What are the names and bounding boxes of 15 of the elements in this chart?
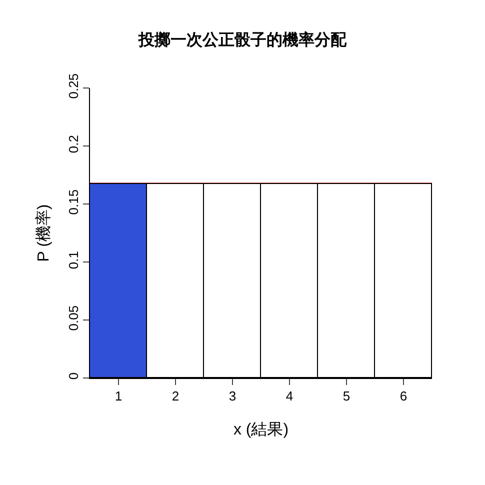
x-tick-label: 1 xyxy=(114,388,122,404)
chart-title: 投擲一次公正骰子的機率分配 xyxy=(138,30,348,50)
x-tick-label: 6 xyxy=(400,388,408,404)
y-tick-label: 0.1 xyxy=(66,251,81,270)
x-tick-label: 4 xyxy=(286,388,294,404)
y-axis-title: P (機率) xyxy=(34,204,53,262)
x-tick-label: 2 xyxy=(172,388,180,404)
y-tick-label: 0.25 xyxy=(66,73,81,99)
x-axis-title: x (結果) xyxy=(233,421,289,438)
x-tick-label: 3 xyxy=(228,388,236,404)
y-tick-label: 0 xyxy=(66,372,81,380)
y-tick-label: 0.15 xyxy=(66,189,81,215)
y-tick-label: 0.2 xyxy=(66,135,81,154)
x-tick-label: 5 xyxy=(342,388,350,404)
y-tick-label: 0.05 xyxy=(66,305,81,331)
